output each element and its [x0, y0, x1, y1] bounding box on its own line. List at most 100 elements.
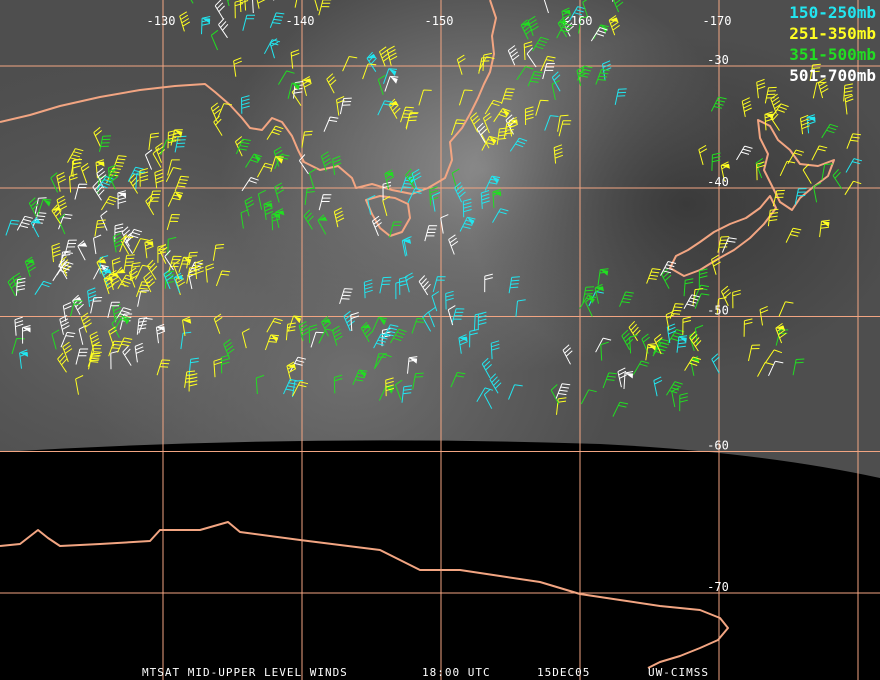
wind-barb	[470, 112, 481, 133]
wind-barb	[14, 316, 24, 336]
wind-barb	[223, 338, 235, 360]
latitude-label: -50	[707, 304, 729, 318]
wind-barb	[287, 315, 302, 332]
wind-barb	[269, 38, 279, 59]
wind-barb	[287, 82, 301, 99]
wind-barb	[543, 0, 549, 14]
wind-barb	[134, 264, 151, 280]
wind-flag	[271, 213, 281, 219]
wind-barb	[451, 308, 465, 325]
wind-barb	[764, 86, 777, 104]
wind-barb	[264, 334, 280, 351]
wind-barb	[561, 7, 571, 28]
wind-barb	[652, 341, 670, 357]
wind-barb	[252, 0, 254, 14]
wind-barb	[711, 152, 721, 171]
wind-barb	[28, 197, 39, 218]
wind-barb	[551, 80, 560, 100]
wind-barb	[114, 223, 124, 242]
wind-barb	[493, 108, 511, 123]
wind-barb	[582, 0, 589, 18]
wind-barb	[255, 374, 265, 395]
wind-barb	[128, 267, 139, 288]
wind-barb	[331, 325, 343, 346]
nz-south-coast	[669, 195, 777, 277]
wind-flag	[775, 325, 785, 331]
wind-barb	[478, 57, 491, 74]
wind-flag	[821, 221, 830, 228]
wind-barb	[233, 57, 242, 77]
wind-barb	[165, 167, 182, 183]
wind-barb	[56, 261, 74, 276]
wind-barb	[51, 242, 61, 263]
wind-flag	[144, 241, 154, 247]
wind-barb	[303, 209, 314, 230]
wind-barb	[482, 112, 492, 134]
antarctica-coast	[0, 521, 729, 669]
wind-barb	[451, 168, 460, 189]
wind-barb	[660, 261, 677, 276]
wind-flag	[489, 136, 497, 145]
wind-barb	[301, 130, 313, 148]
wind-flag	[389, 100, 399, 106]
footer: MTSAT MID-UPPER LEVEL WINDS 18:00 UTC 15…	[142, 666, 708, 679]
wind-barb	[186, 266, 198, 284]
wind-barb	[60, 250, 71, 269]
wind-barb	[661, 268, 672, 289]
wind-barb	[458, 334, 468, 354]
nz-north-coast	[757, 119, 835, 211]
wind-barb	[779, 160, 796, 177]
wind-barb	[256, 162, 274, 178]
wind-barb	[298, 321, 310, 342]
longitude-label: -170	[703, 14, 732, 28]
wind-barb	[241, 177, 259, 192]
wind-barb	[190, 0, 194, 4]
wind-barb	[366, 51, 377, 72]
wind-barb	[612, 401, 629, 417]
wind-barb	[757, 362, 774, 377]
wind-barb	[172, 259, 181, 280]
wind-barb	[508, 276, 520, 294]
wind-barb	[170, 129, 183, 146]
wind-barb	[508, 384, 523, 400]
wind-flag	[359, 370, 367, 378]
wind-barb	[794, 188, 807, 205]
wind-barb	[377, 100, 393, 116]
wind-barb	[108, 326, 117, 347]
wind-barb	[523, 41, 533, 61]
wind-barb	[582, 286, 595, 304]
wind-barb	[240, 209, 249, 229]
wind-barb	[811, 145, 828, 161]
wind-barb	[384, 75, 399, 92]
wind-barb	[845, 158, 863, 173]
wind-flag	[117, 192, 126, 198]
wind-barb	[132, 238, 149, 254]
wind-flag	[77, 242, 88, 247]
wind-barb	[490, 340, 500, 360]
wind-barb	[212, 243, 225, 261]
wind-barb	[119, 236, 134, 253]
wind-barb	[694, 293, 710, 309]
wind-barb	[501, 88, 515, 105]
wind-barb	[411, 168, 422, 189]
wind-barb	[241, 328, 250, 349]
tasmania-coast	[365, 195, 411, 237]
wind-barb	[646, 268, 661, 284]
wind-barb	[134, 342, 144, 363]
wind-barb	[418, 89, 432, 106]
wind-barb	[374, 353, 392, 368]
wind-barb	[87, 287, 97, 307]
wind-flag	[293, 316, 302, 324]
wind-barb	[431, 291, 440, 312]
wind-barb	[832, 169, 843, 190]
wind-barb	[94, 219, 106, 237]
wind-barb	[235, 138, 251, 155]
wind-barb	[772, 189, 785, 207]
wind-barb	[653, 376, 663, 397]
wind-barb	[371, 316, 387, 333]
wind-barb	[217, 103, 233, 119]
wind-barb	[394, 379, 403, 400]
wind-barb	[74, 183, 88, 200]
wind-barb	[412, 372, 424, 390]
